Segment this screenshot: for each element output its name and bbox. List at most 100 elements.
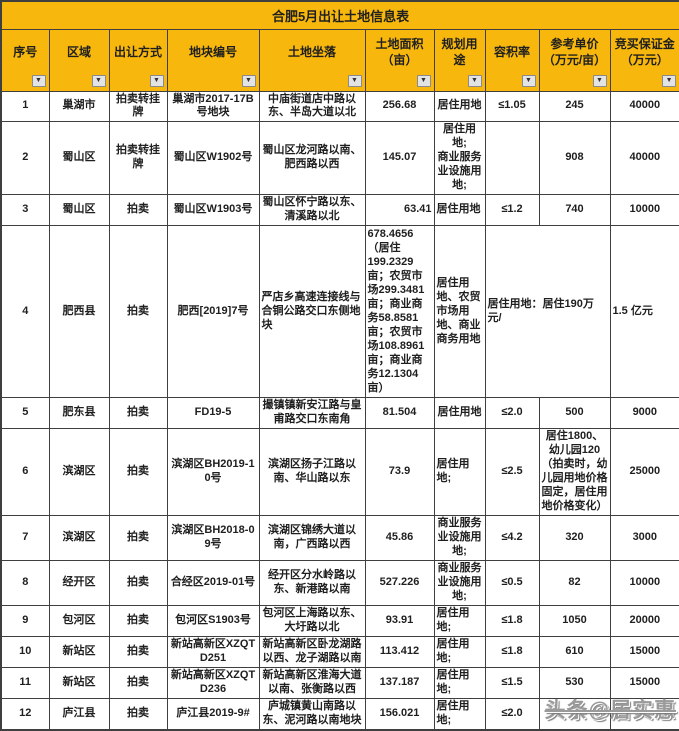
table-cell: 滨湖区 — [48, 428, 110, 516]
table-row: 10 新站区 拍卖 新站高新区XZQTD251 新站高新区卧龙湖路以西、龙子湖路以南 11… — [0, 635, 679, 668]
column-header-label: 竞买保证金（万元） — [614, 37, 675, 67]
table-cell: 6 — [0, 428, 50, 516]
table-cell: 经开区分水岭路以东、新港路以南 — [258, 559, 366, 606]
column-header-10: 竞买保证金（万元） ▼ — [609, 28, 679, 92]
column-header-label: 土地坐落 — [287, 45, 336, 60]
column-header-9: 参考单价（万元/亩） ▼ — [538, 28, 611, 92]
table-row: 6 滨湖区 拍卖 滨湖区BH2019-10号 滨湖区扬子江路以南、华山路以东 73.9 居住… — [0, 428, 679, 516]
table-cell: 82 — [538, 559, 611, 606]
table-cell: ≤4.2 — [484, 514, 540, 561]
table-cell: 滨湖区 — [48, 514, 110, 561]
table-cell: 113.412 — [364, 635, 435, 668]
table-cell: 拍卖 — [108, 666, 168, 699]
table-cell: 256.68 — [364, 90, 435, 123]
table-cell: 7 — [0, 514, 50, 561]
table-cell: 拍卖 — [108, 225, 168, 399]
table-cell: FD19-5 — [166, 397, 260, 430]
table-cell: ≤0.5 — [484, 559, 540, 606]
table-cell: 81.504 — [364, 397, 435, 430]
table-cell: 包河区 — [48, 604, 110, 637]
table-cell: 新站高新区XZQTD236 — [166, 666, 260, 699]
table-cell: 庐城镇黄山南路以东、泥河路以南地块 — [258, 697, 366, 731]
table-cell: 中庙街道店中路以东、半岛大道以北 — [258, 90, 366, 123]
table-cell: 居住用地; — [433, 666, 486, 699]
table-cell: 撮镇镇新安江路与皇甫路交口东南角 — [258, 397, 366, 430]
chevron-down-icon: ▼ — [95, 77, 102, 84]
filter-button[interactable]: ▼ — [149, 74, 164, 87]
table-row: 7 滨湖区 拍卖 滨湖区BH2018-09号 滨湖区锦绣大道以南，广西路以西 45.86 商… — [0, 514, 679, 561]
table-cell: 3000 — [609, 514, 679, 561]
table-cell: 3 — [0, 194, 50, 227]
table-cell: 73.9 — [364, 428, 435, 516]
filter-button[interactable]: ▼ — [31, 74, 46, 87]
table-cell: 拍卖 — [108, 428, 168, 516]
chevron-down-icon: ▼ — [471, 77, 478, 84]
chevron-down-icon: ▼ — [665, 77, 673, 84]
table-cell: 15000 — [609, 666, 679, 699]
table-cell: 拍卖 — [108, 604, 168, 637]
table-body: 1 巢湖市 拍卖转挂牌 巢湖市2017-17B号地块 中庙街道店中路以东、半岛大道以北 2… — [0, 90, 679, 731]
table-row: 4 肥西县 拍卖 肥西[2019]7号 严店乡高速连接线与合铜公路交口东侧地块 678.4… — [0, 225, 679, 399]
table-cell: 新站高新区卧龙湖路以西、龙子湖路以南 — [258, 635, 366, 668]
filter-button[interactable]: ▼ — [241, 74, 256, 87]
table-cell: 530 — [538, 666, 611, 699]
table-cell: 15000 — [609, 635, 679, 668]
table-row: 5 肥东县 拍卖 FD19-5 撮镇镇新安江路与皇甫路交口东南角 81.504 居住用地 ≤2… — [0, 397, 679, 430]
table-cell: 新站区 — [48, 635, 110, 668]
table-cell: 肥西[2019]7号 — [166, 225, 260, 399]
table-cell: 5 — [0, 397, 50, 430]
column-header-4: 地块编号 ▼ — [166, 28, 260, 92]
filter-button[interactable]: ▼ — [416, 74, 431, 87]
table-cell: ≤1.05 — [484, 90, 540, 123]
filter-button[interactable]: ▼ — [467, 74, 482, 87]
table-cell: 肥西县 — [48, 225, 110, 399]
table-cell: 拍卖转挂牌 — [108, 121, 168, 196]
table-cell: 2 — [0, 121, 50, 196]
table-cell: 320 — [538, 514, 611, 561]
table-cell: 245 — [538, 90, 611, 123]
table-cell: ≤1.5 — [484, 666, 540, 699]
table-cell: 678.4656 （居住 199.2329 亩；农贸市 场299.3481 亩；… — [364, 225, 435, 399]
table-cell: 156.021 — [364, 697, 435, 731]
table-cell: 庐江县2019-9# — [166, 697, 260, 731]
table-cell: 包河区上海路以东、大圩路以北 — [258, 604, 366, 637]
filter-button[interactable]: ▼ — [347, 74, 362, 87]
table-row: 12 庐江县 拍卖 庐江县2019-9# 庐城镇黄山南路以东、泥河路以南地块 156.02… — [0, 697, 679, 731]
table-cell: 4 — [0, 225, 50, 399]
column-header-5: 土地坐落 ▼ — [258, 28, 366, 92]
table-cell — [609, 697, 679, 731]
table-cell: 商业服务业设施用地; — [433, 514, 486, 561]
table-cell: 9000 — [609, 397, 679, 430]
table-cell: 拍卖 — [108, 635, 168, 668]
table-cell: 经开区 — [48, 559, 110, 606]
table-row: 3 蜀山区 拍卖 蜀山区W1903号 蜀山区怀宁路以东、清溪路以北 63.41 居住用地 ≤1… — [0, 194, 679, 227]
table-cell: 1050 — [538, 604, 611, 637]
chevron-down-icon: ▼ — [35, 77, 42, 84]
filter-button[interactable]: ▼ — [662, 74, 677, 87]
table-cell: 20000 — [609, 604, 679, 637]
table-cell: 1.5 亿元 — [609, 225, 679, 399]
table-cell: 居住1800、 幼儿园120 （拍卖时，幼儿园用地价格固定，居住用地价格变化） — [538, 428, 611, 516]
table-cell: 滨湖区BH2019-10号 — [166, 428, 260, 516]
column-header-label: 规划用途 — [441, 37, 478, 67]
filter-button[interactable]: ▼ — [91, 74, 106, 87]
table-cell: 93.91 — [364, 604, 435, 637]
table-cell: ≤1.8 — [484, 635, 540, 668]
table-cell: 居住用地 — [433, 397, 486, 430]
table-cell: 63.41 — [364, 194, 435, 227]
table-cell: 10000 — [609, 194, 679, 227]
table-cell: 居住用地; — [433, 604, 486, 637]
chevron-down-icon: ▼ — [596, 77, 603, 84]
table-cell: 新站区 — [48, 666, 110, 699]
table-cell: ≤2.5 — [484, 428, 540, 516]
table-row: 9 包河区 拍卖 包河区S1903号 包河区上海路以东、大圩路以北 93.91 居住用地; ≤… — [0, 604, 679, 637]
filter-button[interactable]: ▼ — [592, 74, 607, 87]
filter-button[interactable]: ▼ — [521, 74, 536, 87]
table-cell: 拍卖 — [108, 697, 168, 731]
column-header-label: 出让方式 — [113, 45, 162, 60]
column-header-1: 序号 ▼ — [0, 28, 50, 92]
table-cell — [538, 697, 611, 731]
table-cell: 蜀山区 — [48, 121, 110, 196]
table-title: 合肥5月出让土地信息表 — [0, 0, 679, 30]
header-row: 序号 ▼ 区域 ▼ 出让方式 ▼ 地块编号 ▼ 土地坐落 ▼ 土地面积（亩） ▼ 规划用途 ▼ 容积率 ▼ 参考… — [0, 28, 679, 92]
